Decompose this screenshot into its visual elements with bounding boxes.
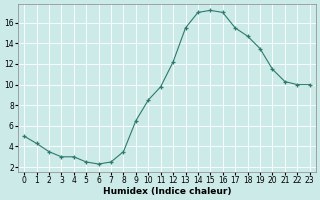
X-axis label: Humidex (Indice chaleur): Humidex (Indice chaleur): [103, 187, 231, 196]
